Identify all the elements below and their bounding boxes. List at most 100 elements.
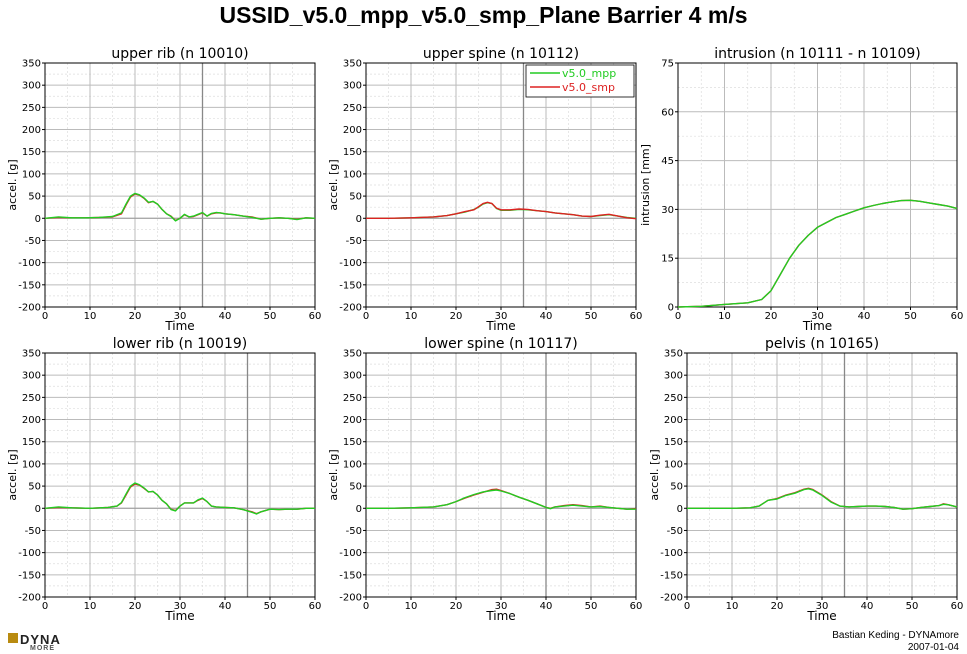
- x-tick-label: 20: [771, 601, 784, 612]
- logo-subtext: MORE: [30, 645, 55, 652]
- y-tick-label: 50: [28, 482, 41, 493]
- x-axis-label: Time: [164, 319, 194, 333]
- x-axis-label: Time: [485, 609, 515, 623]
- series-line-mpp: [687, 488, 958, 510]
- x-tick-label: 0: [684, 601, 690, 612]
- y-tick-label: 50: [349, 192, 362, 203]
- y-tick-label: 250: [343, 393, 362, 404]
- y-tick-label: -100: [18, 258, 41, 269]
- y-axis-label: accel. [g]: [648, 449, 661, 500]
- dynamore-logo-icon: [8, 633, 18, 643]
- y-tick-label: 30: [661, 205, 674, 216]
- y-tick-label: 150: [22, 147, 41, 158]
- legend-box: [525, 64, 635, 98]
- y-tick-label: 0: [35, 504, 41, 515]
- y-tick-label: 200: [664, 415, 683, 426]
- x-tick-label: 20: [450, 601, 463, 612]
- x-tick-label: 50: [585, 601, 598, 612]
- series-line-mpp: [677, 199, 958, 308]
- chart-title: pelvis (n 10165): [765, 336, 879, 352]
- chart-title: upper spine (n 10112): [423, 46, 579, 62]
- x-tick-label: 30: [811, 311, 824, 322]
- y-tick-label: -100: [339, 548, 362, 559]
- x-tick-label: 60: [630, 601, 643, 612]
- y-tick-label: -100: [339, 258, 362, 269]
- x-tick-label: 20: [450, 311, 463, 322]
- y-tick-label: 300: [343, 371, 362, 382]
- legend-label: v5.0_smp: [562, 81, 615, 94]
- y-tick-label: 100: [343, 169, 362, 180]
- y-tick-label: 200: [343, 415, 362, 426]
- x-tick-label: 0: [42, 601, 48, 612]
- y-tick-label: 60: [661, 107, 674, 118]
- x-tick-label: 40: [861, 601, 874, 612]
- x-tick-label: 10: [726, 601, 739, 612]
- y-tick-label: -200: [18, 303, 41, 314]
- y-tick-label: 300: [22, 81, 41, 92]
- y-tick-label: 350: [22, 59, 41, 70]
- x-tick-label: 50: [585, 311, 598, 322]
- y-axis-label: accel. [g]: [6, 159, 19, 210]
- chart-panel-2: 0 15 30 45 60 75 0 10 20 30 40 50 60 intrusion (n 101…: [639, 46, 963, 333]
- x-tick-label: 40: [858, 311, 871, 322]
- y-tick-label: -200: [339, 303, 362, 314]
- y-tick-label: 0: [668, 303, 674, 314]
- x-tick-label: 40: [540, 311, 553, 322]
- x-tick-label: 30: [495, 601, 508, 612]
- chart-panel-1: -200 -150 -100 -50 0 50 100 150 200 250 300 350 0 10 2…: [327, 46, 642, 333]
- x-tick-label: 20: [129, 601, 142, 612]
- series-line-mpp: [44, 192, 316, 222]
- y-tick-label: 45: [661, 156, 674, 167]
- x-tick-label: 30: [495, 311, 508, 322]
- series-line-mpp: [366, 489, 636, 510]
- y-tick-label: 0: [677, 504, 683, 515]
- y-tick-label: -200: [660, 593, 683, 604]
- x-tick-label: 50: [264, 601, 277, 612]
- chart-panel-5: -200 -150 -100 -50 0 50 100 150 200 250 300 350 0 10 2…: [648, 336, 963, 623]
- chart-panel-3: -200 -150 -100 -50 0 50 100 150 200 250 300 350 0 10 2…: [6, 336, 321, 623]
- y-tick-label: 100: [22, 459, 41, 470]
- x-tick-label: 20: [765, 311, 778, 322]
- x-tick-label: 10: [405, 601, 418, 612]
- x-tick-label: 60: [309, 601, 322, 612]
- x-tick-label: 10: [718, 311, 731, 322]
- y-tick-label: 250: [22, 103, 41, 114]
- y-axis-label: accel. [g]: [327, 449, 340, 500]
- y-tick-label: -50: [25, 526, 41, 537]
- y-tick-label: -50: [25, 236, 41, 247]
- y-tick-label: 100: [22, 169, 41, 180]
- y-tick-label: -200: [18, 593, 41, 604]
- x-tick-label: 0: [363, 601, 369, 612]
- x-tick-label: 30: [174, 311, 187, 322]
- x-tick-label: 50: [904, 311, 917, 322]
- x-tick-label: 40: [219, 311, 232, 322]
- series-line-smp: [366, 201, 637, 220]
- x-tick-label: 50: [264, 311, 277, 322]
- y-tick-label: 100: [664, 459, 683, 470]
- y-tick-label: 150: [343, 437, 362, 448]
- y-tick-label: 150: [343, 147, 362, 158]
- y-tick-label: -100: [18, 548, 41, 559]
- y-tick-label: 350: [343, 59, 362, 70]
- x-axis-label: Time: [485, 319, 515, 333]
- x-tick-label: 30: [174, 601, 187, 612]
- y-tick-label: 250: [664, 393, 683, 404]
- y-tick-label: 50: [670, 482, 683, 493]
- x-tick-label: 0: [363, 311, 369, 322]
- y-tick-label: 250: [343, 103, 362, 114]
- y-axis-label: intrusion [mm]: [639, 144, 652, 226]
- x-tick-label: 40: [540, 601, 553, 612]
- y-tick-label: 0: [356, 214, 362, 225]
- y-tick-label: -150: [339, 280, 362, 291]
- x-tick-label: 60: [951, 601, 964, 612]
- x-tick-label: 40: [219, 601, 232, 612]
- y-tick-label: -50: [346, 526, 362, 537]
- x-tick-label: 50: [906, 601, 919, 612]
- y-tick-label: 0: [35, 214, 41, 225]
- y-tick-label: -100: [660, 548, 683, 559]
- y-tick-label: 150: [664, 437, 683, 448]
- y-tick-label: 350: [343, 349, 362, 360]
- x-tick-label: 0: [42, 311, 48, 322]
- y-tick-label: 50: [28, 192, 41, 203]
- author-credit: Bastian Keding - DYNAmore: [832, 630, 959, 641]
